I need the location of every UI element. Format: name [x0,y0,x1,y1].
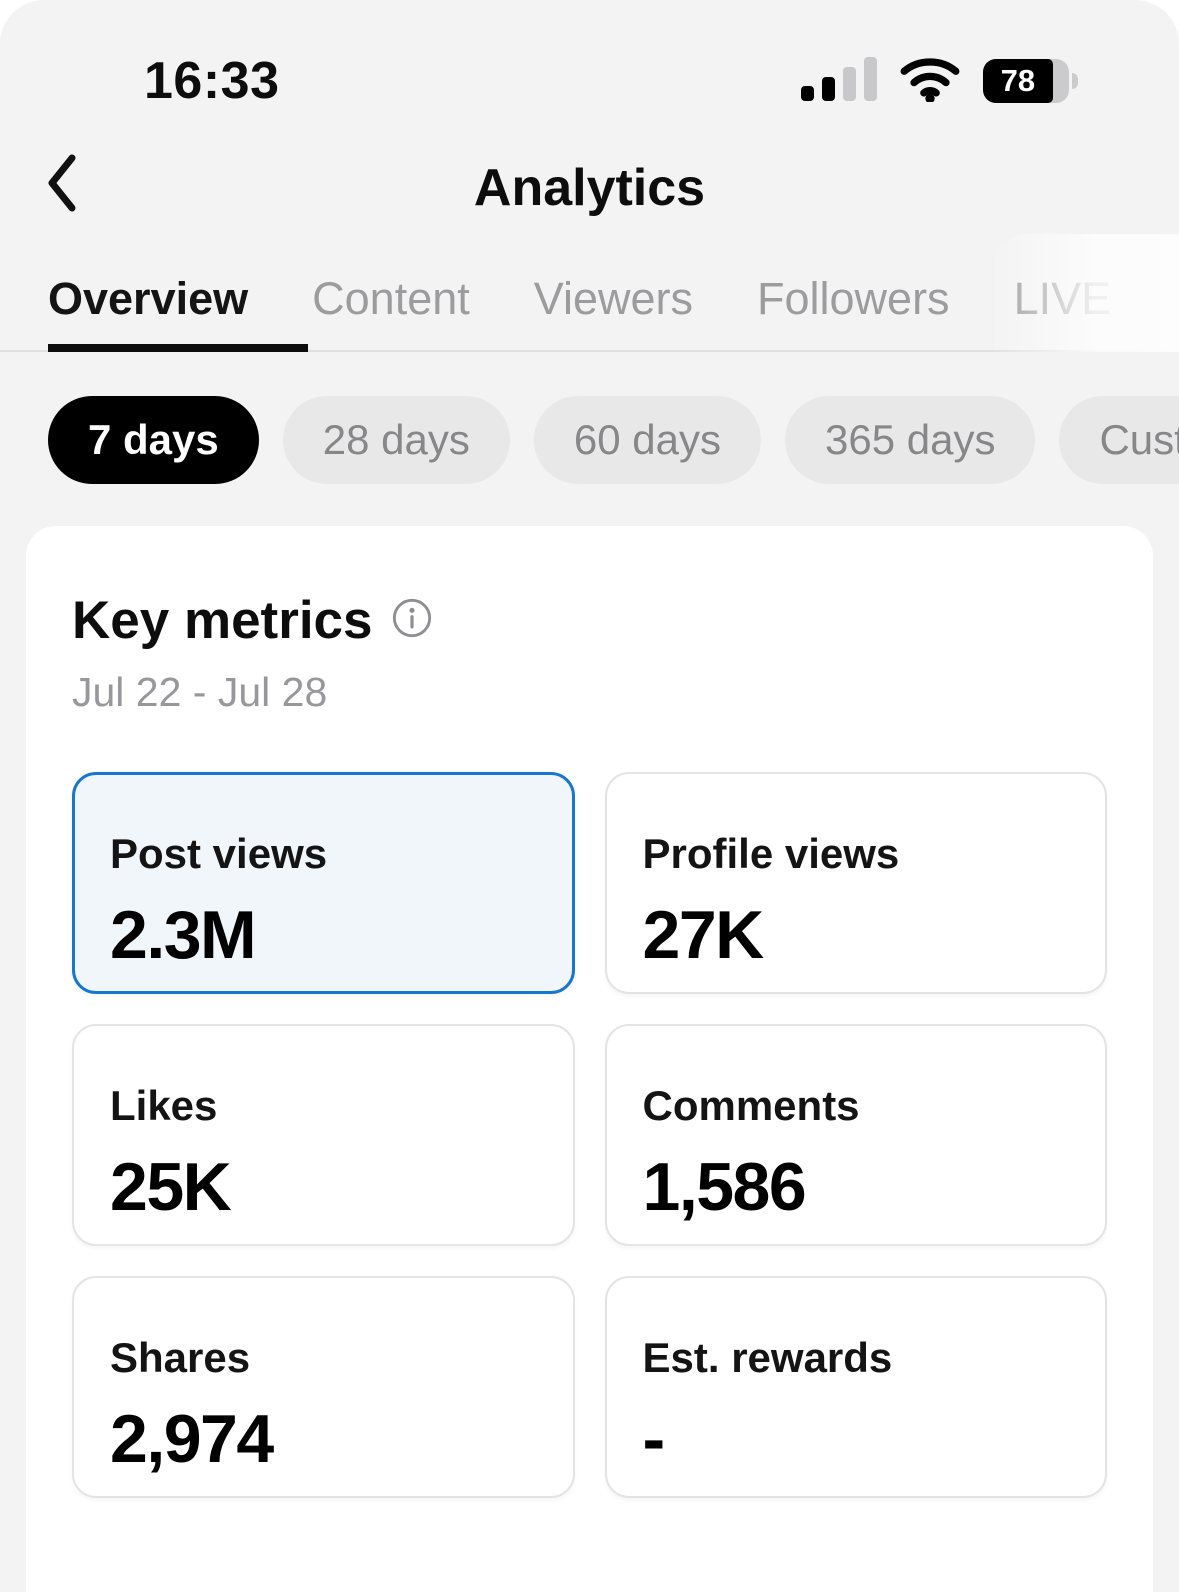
filter-7-days[interactable]: 7 days [48,396,259,484]
status-bar: 16:33 78 [0,0,1179,118]
status-time: 16:33 [144,52,280,110]
status-icons: 78 [801,56,1078,107]
tab-viewers[interactable]: Viewers [533,273,694,324]
metric-card-profile-views[interactable]: Profile views 27K [604,772,1107,994]
filter-28-days[interactable]: 28 days [282,396,510,484]
battery-icon: 78 [983,59,1078,103]
metric-label: Profile views [642,830,900,877]
metric-card-post-views[interactable]: Post views 2.3M [72,772,575,994]
metric-value: 2.3M [110,896,257,973]
key-metrics-header: Key metrics [72,590,1107,651]
back-button[interactable] [44,144,104,224]
metric-card-est-rewards[interactable]: Est. rewards - [604,1276,1107,1498]
tab-live[interactable]: LIVE [1013,273,1112,324]
metric-label: Post views [110,829,328,877]
metric-value: 1,586 [642,1149,807,1225]
metric-label: Likes [110,1082,218,1129]
metric-card-likes[interactable]: Likes 25K [72,1024,575,1246]
active-tab-underline [48,344,308,352]
metric-label: Shares [110,1334,251,1381]
cellular-signal-icon [801,56,877,106]
chevron-left-icon [44,152,78,217]
metric-label: Est. rewards [642,1334,893,1381]
key-metrics-panel: Key metrics Jul 22 - Jul 28 Post views 2… [26,526,1153,1592]
date-range-label: Jul 22 - Jul 28 [72,669,328,715]
battery-percent: 78 [983,59,1053,103]
metric-value: 25K [110,1149,232,1225]
nav-header: Analytics [0,128,1179,248]
info-circle-icon[interactable] [391,597,433,644]
metric-label: Comments [642,1082,860,1129]
page-title: Analytics [473,159,706,217]
wifi-icon [899,56,961,107]
tab-overview[interactable]: Overview [48,273,249,324]
filter-365-days[interactable]: 365 days [784,396,1036,484]
metric-value: - [642,1401,666,1477]
tab-content[interactable]: Content [312,273,470,324]
date-filter-row: 7 days 28 days 60 days 365 days Custom [0,396,1179,484]
filter-60-days[interactable]: 60 days [533,396,761,484]
filter-custom[interactable]: Custom [1059,396,1179,484]
key-metrics-title: Key metrics [72,591,373,650]
metrics-grid: Post views 2.3M Profile views 27K Likes … [72,772,1107,1498]
metric-card-comments[interactable]: Comments 1,586 [604,1024,1107,1246]
metric-card-shares[interactable]: Shares 2,974 [72,1276,575,1498]
metric-value: 27K [642,897,765,973]
tab-followers[interactable]: Followers [757,273,950,324]
metric-value: 2,974 [110,1401,274,1477]
tab-strip: Overview Content Viewers Followers LIVE [0,234,1179,352]
